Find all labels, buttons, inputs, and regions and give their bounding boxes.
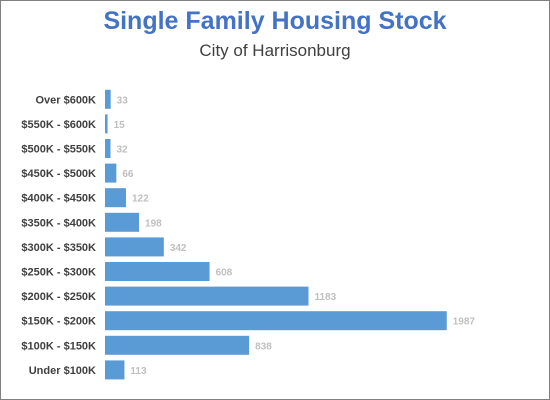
category-label-over-600k: Over $600K bbox=[35, 94, 96, 106]
data-label-500k-550k: 32 bbox=[117, 145, 129, 156]
data-label-450k-500k: 66 bbox=[122, 169, 134, 180]
bar-300k-350k bbox=[105, 237, 164, 257]
bar-150k-200k bbox=[105, 311, 447, 331]
data-label-400k-450k: 122 bbox=[132, 194, 149, 205]
bar-250k-300k bbox=[105, 262, 210, 281]
category-label-150k-200k: $150K - $200K bbox=[21, 316, 96, 328]
bar-500k-550k bbox=[105, 139, 111, 158]
data-label-100k-150k: 838 bbox=[255, 341, 272, 352]
category-label-500k-550k: $500K - $550K bbox=[21, 144, 96, 156]
bar-550k-600k bbox=[105, 114, 108, 134]
data-label-200k-250k: 1183 bbox=[314, 292, 336, 303]
data-label-under-100k: 113 bbox=[130, 366, 147, 377]
bar-450k-500k bbox=[105, 163, 117, 183]
chart-title: Single Family Housing Stock bbox=[103, 7, 447, 35]
data-label-550k-600k: 15 bbox=[114, 120, 126, 131]
category-label-100k-150k: $100K - $150K bbox=[21, 340, 96, 352]
category-label-200k-250k: $200K - $250K bbox=[21, 291, 96, 303]
bar-200k-250k bbox=[105, 286, 309, 306]
bar-over-600k bbox=[105, 89, 111, 109]
category-label-550k-600k: $550K - $600K bbox=[21, 119, 96, 131]
data-label-150k-200k: 1987 bbox=[453, 317, 476, 328]
category-label-250k-300k: $250K - $300K bbox=[21, 267, 96, 279]
bar-350k-400k bbox=[105, 212, 140, 232]
bar-100k-150k bbox=[105, 335, 250, 355]
category-label-300k-350k: $300K - $350K bbox=[21, 242, 96, 254]
bar-under-100k bbox=[105, 360, 125, 380]
data-label-over-600k: 33 bbox=[117, 95, 129, 106]
bar-400k-450k bbox=[105, 188, 126, 208]
data-label-250k-300k: 608 bbox=[216, 268, 233, 279]
chart-subtitle: City of Harrisonburg bbox=[199, 41, 351, 60]
category-label-400k-450k: $400K - $450K bbox=[21, 193, 96, 205]
category-label-under-100k: Under $100K bbox=[29, 365, 96, 377]
category-label-350k-400k: $350K - $400K bbox=[21, 217, 96, 229]
data-label-350k-400k: 198 bbox=[145, 218, 162, 229]
category-label-450k-500k: $450K - $500K bbox=[21, 168, 96, 180]
data-label-300k-350k: 342 bbox=[170, 243, 187, 254]
